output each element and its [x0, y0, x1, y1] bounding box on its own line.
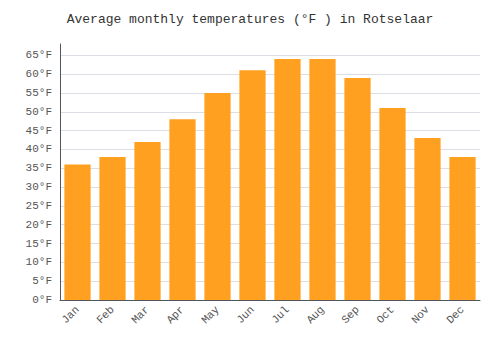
svg-text:40°F: 40°F: [26, 143, 52, 155]
svg-text:50°F: 50°F: [26, 106, 52, 118]
svg-text:60°F: 60°F: [26, 68, 52, 80]
svg-text:Jan: Jan: [59, 304, 81, 326]
svg-text:55°F: 55°F: [26, 87, 52, 99]
svg-text:May: May: [199, 303, 222, 326]
svg-text:Oct: Oct: [374, 304, 396, 326]
svg-text:Apr: Apr: [164, 304, 186, 326]
svg-text:20°F: 20°F: [26, 219, 52, 231]
svg-text:0°F: 0°F: [32, 294, 52, 306]
svg-text:30°F: 30°F: [26, 181, 52, 193]
svg-text:25°F: 25°F: [26, 200, 52, 212]
svg-text:Mar: Mar: [129, 304, 151, 326]
svg-text:Sep: Sep: [339, 304, 361, 326]
svg-text:45°F: 45°F: [26, 125, 52, 137]
svg-text:Dec: Dec: [444, 304, 466, 326]
svg-text:15°F: 15°F: [26, 238, 52, 250]
svg-text:Average monthly temperatures (: Average monthly temperatures (°F ) in Ro…: [67, 12, 434, 27]
svg-text:10°F: 10°F: [26, 256, 52, 268]
svg-text:Jul: Jul: [269, 304, 291, 326]
svg-text:Jun: Jun: [234, 304, 256, 326]
svg-text:65°F: 65°F: [26, 49, 52, 61]
svg-text:Nov: Nov: [409, 303, 432, 326]
svg-text:Aug: Aug: [304, 304, 326, 326]
svg-text:5°F: 5°F: [32, 275, 52, 287]
svg-text:35°F: 35°F: [26, 162, 52, 174]
svg-text:Feb: Feb: [94, 304, 116, 326]
